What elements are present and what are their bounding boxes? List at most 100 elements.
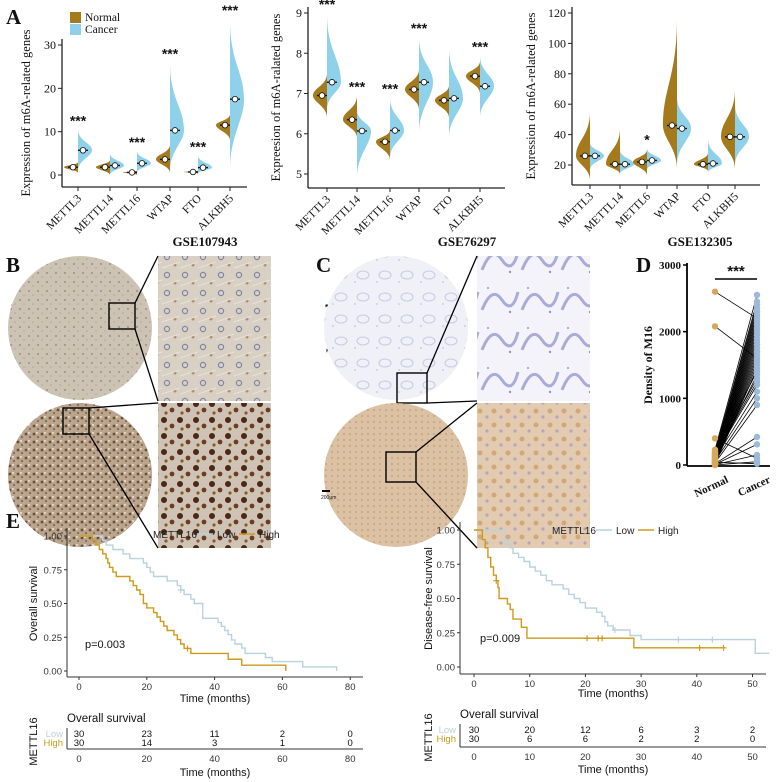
pair-line	[714, 381, 758, 456]
risk-count: 2	[694, 734, 699, 745]
mean-point	[591, 152, 599, 160]
pair-line	[714, 301, 758, 452]
p-value: p=0.009	[480, 633, 520, 645]
mean-point	[348, 116, 356, 123]
violin-half-cancer	[170, 62, 184, 171]
cancer-point	[753, 433, 761, 441]
significance-stars: ***	[190, 139, 207, 155]
y-tick-label: 1.00	[44, 532, 63, 543]
mean-point	[318, 92, 326, 99]
y-tick-label: 0	[676, 460, 682, 472]
risk-table-title: Overall survival	[67, 713, 146, 725]
pair-line	[714, 398, 758, 462]
risk-count: 0	[750, 734, 755, 745]
y-tick-label: 0.25	[437, 628, 456, 639]
cancer-point	[753, 388, 761, 395]
risk-count: 14	[142, 738, 153, 749]
y-tick-label: 6	[296, 127, 302, 141]
tissue-core-image	[8, 403, 152, 547]
x-tick-label: WTAP	[652, 191, 683, 222]
risk-count: 3	[694, 725, 699, 736]
magnified-tissue-image	[158, 256, 271, 401]
y-axis-label: Expreesion of m6A-ralated genes	[269, 14, 283, 182]
mean-point	[171, 127, 179, 134]
mean-point	[638, 158, 646, 166]
censor-mark	[720, 644, 727, 651]
significance-stars: ***	[70, 113, 87, 129]
x-tick-label: 40	[209, 682, 220, 693]
x-tick-label: 40	[692, 679, 703, 690]
x-axis-label: Time (months)	[578, 688, 649, 700]
risk-count: 20	[524, 725, 535, 736]
risk-table-x-tick-label: 60	[277, 754, 288, 765]
mean-point	[581, 152, 589, 160]
y-tick-label: 2000	[659, 327, 682, 339]
pair-line	[714, 384, 758, 456]
zoom-connector-line	[415, 402, 478, 453]
pair-line	[714, 378, 758, 454]
censor-mark	[504, 540, 511, 547]
x-tick-label: Normal	[693, 474, 731, 500]
panel-letter-b: B	[6, 253, 20, 277]
risk-table-x-tick-label: 30	[636, 752, 647, 763]
mean-point	[678, 125, 686, 132]
risk-row-label-high: High	[436, 734, 456, 745]
risk-count: 2	[280, 729, 285, 740]
y-tick-label: 0	[50, 168, 56, 182]
zoom-connector-line	[415, 481, 478, 549]
magnified-tissue-image	[477, 256, 590, 401]
mean-point	[111, 162, 119, 169]
y-tick-label: 120	[548, 6, 566, 20]
y-tick-label: 1000	[659, 393, 682, 405]
significance-stars: ***	[411, 20, 428, 36]
violin-half-cancer	[708, 139, 722, 173]
mean-point	[709, 160, 717, 167]
y-tick-label: 10	[44, 125, 56, 139]
mean-point	[450, 95, 458, 102]
zoom-connector-line	[426, 400, 478, 404]
y-tick-label: 3000	[659, 260, 682, 272]
paired-dot-chart: 0 1000 2000 3000 Density of M16 *** Normal Canc…	[641, 260, 772, 500]
cancer-point	[753, 401, 761, 409]
pair-line	[714, 461, 758, 465]
x-tick-label: Cancer	[736, 474, 772, 499]
risk-table-title: Overall survival	[460, 709, 539, 721]
tissue-core-image	[324, 256, 468, 400]
pair-line	[714, 374, 758, 460]
censor-mark	[177, 587, 184, 593]
panel-letter-a: A	[6, 5, 22, 29]
pair-line	[714, 436, 758, 465]
pair-line	[714, 404, 758, 464]
risk-table-x-tick-label: 80	[345, 754, 356, 765]
censor-mark	[599, 635, 606, 642]
cancer-point	[753, 378, 761, 385]
pair-line	[714, 304, 758, 454]
mean-point	[611, 161, 619, 168]
panel-letter-e: E	[6, 509, 20, 533]
pair-line	[714, 454, 758, 466]
risk-table-x-axis-label: Time (months)	[578, 764, 649, 776]
risk-table-x-tick-label: 10	[524, 752, 535, 763]
risk-count: 6	[527, 734, 532, 745]
y-tick-label: 30	[44, 38, 56, 52]
mean-point	[138, 160, 146, 167]
legend-swatch-cancer	[70, 24, 81, 35]
cancer-point	[753, 451, 761, 459]
risk-count: 2	[750, 725, 755, 736]
pair-line	[714, 443, 758, 465]
y-tick-label: 20	[554, 158, 566, 172]
risk-table-group-label: METTL16	[423, 713, 435, 761]
y-tick-label: 80	[554, 67, 566, 81]
risk-count: 0	[348, 729, 353, 740]
y-tick-label: 9	[296, 6, 302, 20]
risk-table-x-axis-label: Time (months)	[180, 767, 251, 779]
risk-count: 30	[74, 738, 85, 749]
risk-count: 2	[638, 734, 643, 745]
magnified-tissue-image	[477, 403, 590, 548]
cancer-point	[753, 291, 761, 299]
